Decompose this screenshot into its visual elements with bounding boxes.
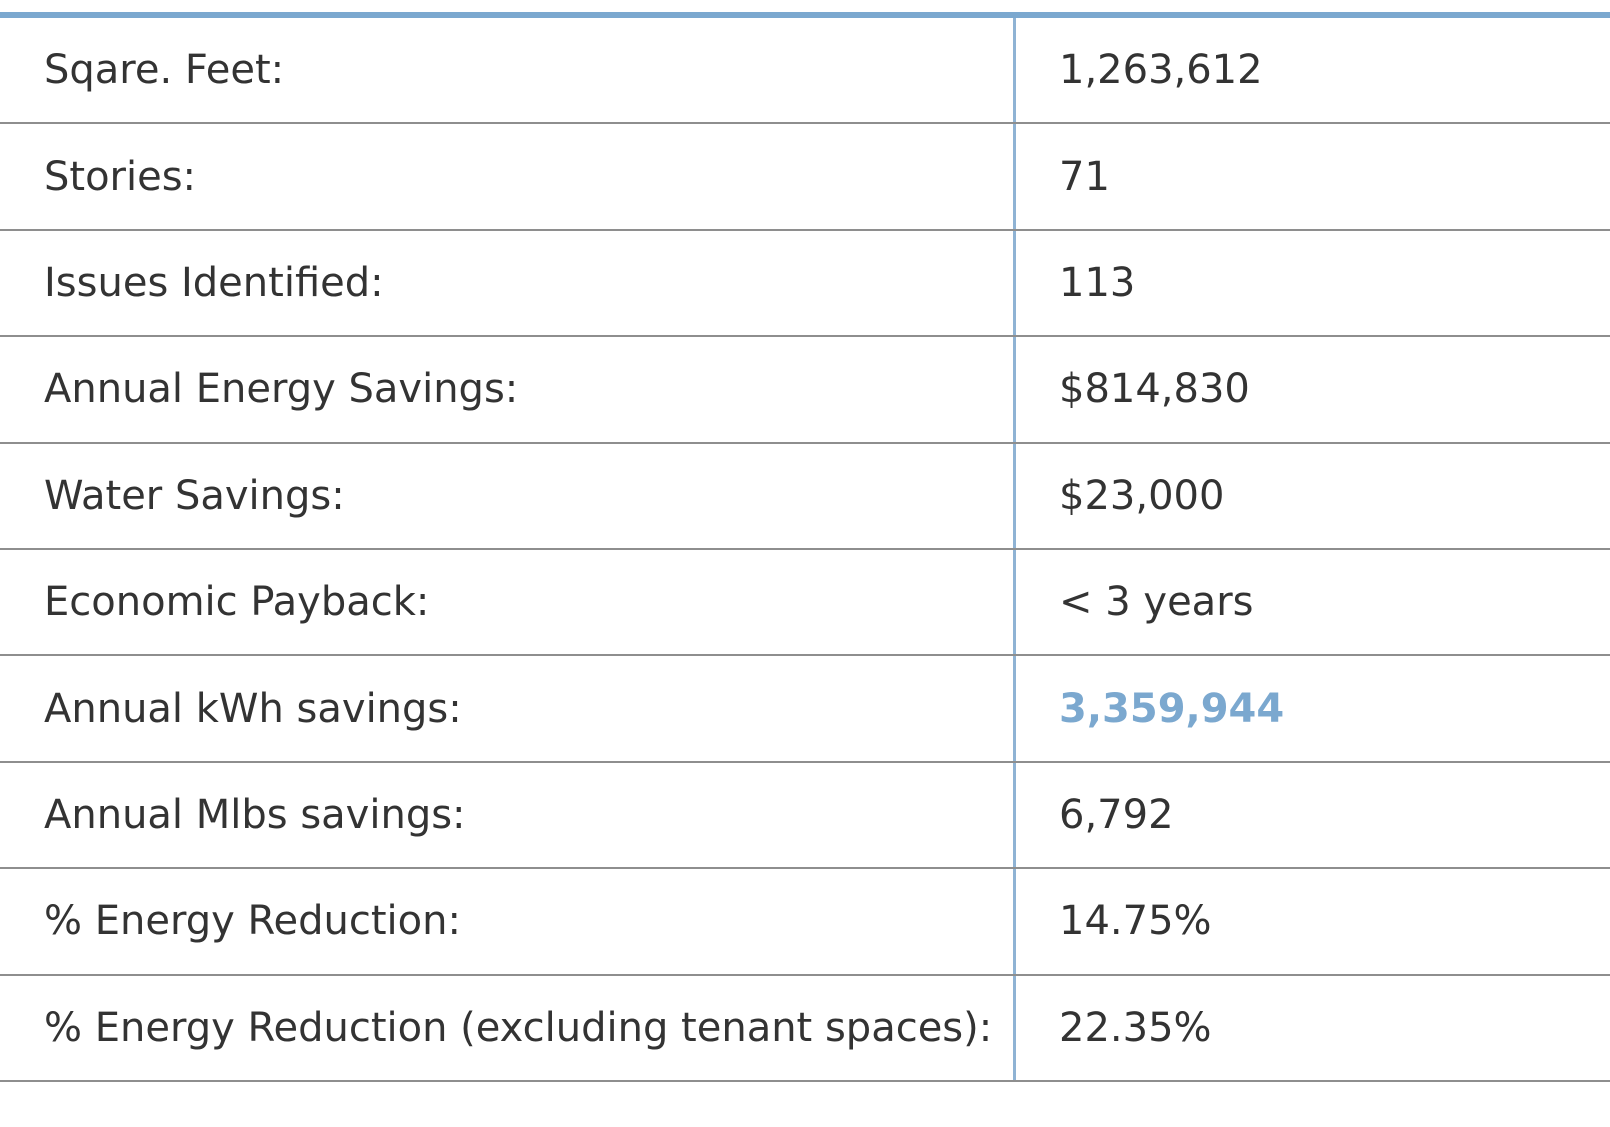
row-value: < 3 years bbox=[1013, 549, 1610, 655]
stats-table: Sqare. Feet: 1,263,612 Stories: 71 Issue… bbox=[0, 18, 1610, 1082]
table-row: Water Savings: $23,000 bbox=[0, 443, 1610, 550]
row-label: Annual Energy Savings: bbox=[44, 366, 519, 413]
row-value: 14.75% bbox=[1013, 869, 1610, 974]
row-value: 22.35% bbox=[1013, 975, 1610, 1080]
table-row: Annual Mlbs savings: 6,792 bbox=[0, 762, 1610, 870]
row-label: % Energy Reduction: bbox=[44, 898, 461, 945]
row-value: 6,792 bbox=[1013, 762, 1610, 868]
table-row: Annual Energy Savings: $814,830 bbox=[0, 337, 1610, 444]
row-value: $23,000 bbox=[1013, 443, 1610, 548]
row-value: 71 bbox=[1013, 124, 1610, 229]
row-value-highlighted: 3,359,944 bbox=[1013, 656, 1610, 761]
row-label: Issues Identified: bbox=[44, 259, 384, 306]
table-row: Annual kWh savings: 3,359,944 bbox=[0, 656, 1610, 763]
row-label: Stories: bbox=[44, 153, 197, 200]
table-row: % Energy Reduction (excluding tenant spa… bbox=[0, 975, 1610, 1082]
table-row: Sqare. Feet: 1,263,612 bbox=[0, 18, 1610, 125]
row-value: 113 bbox=[1013, 230, 1610, 336]
row-label: Annual Mlbs savings: bbox=[44, 791, 466, 838]
row-label: Sqare. Feet: bbox=[44, 47, 285, 94]
table-row: Stories: 71 bbox=[0, 124, 1610, 231]
table-row: Issues Identified: 113 bbox=[0, 230, 1610, 338]
row-label: Annual kWh savings: bbox=[44, 685, 462, 732]
table-row: Economic Payback: < 3 years bbox=[0, 549, 1610, 657]
table-top-rule bbox=[0, 12, 1610, 18]
row-label: Water Savings: bbox=[44, 472, 345, 519]
row-label: Economic Payback: bbox=[44, 579, 430, 626]
row-value: $814,830 bbox=[1013, 337, 1610, 442]
table-row: % Energy Reduction: 14.75% bbox=[0, 869, 1610, 976]
row-value: 1,263,612 bbox=[1013, 18, 1610, 123]
row-label: % Energy Reduction (excluding tenant spa… bbox=[44, 1004, 993, 1051]
